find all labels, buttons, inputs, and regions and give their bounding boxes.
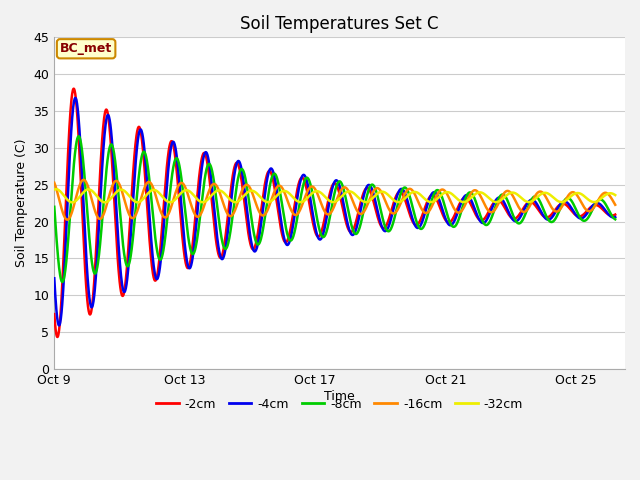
Legend: -2cm, -4cm, -8cm, -16cm, -32cm: -2cm, -4cm, -8cm, -16cm, -32cm bbox=[151, 393, 528, 416]
Title: Soil Temperatures Set C: Soil Temperatures Set C bbox=[241, 15, 439, 33]
-4cm bbox=[67, 147, 74, 153]
Line: -16cm: -16cm bbox=[54, 180, 615, 220]
-2cm bbox=[67, 113, 74, 119]
-16cm bbox=[353, 206, 360, 212]
-32cm bbox=[488, 198, 496, 204]
-8cm bbox=[353, 231, 360, 237]
-4cm bbox=[55, 323, 63, 328]
-4cm bbox=[353, 226, 360, 231]
-2cm bbox=[191, 215, 199, 220]
-8cm bbox=[488, 213, 496, 218]
-8cm bbox=[75, 133, 83, 139]
-8cm bbox=[143, 159, 151, 165]
-4cm bbox=[191, 232, 199, 238]
Y-axis label: Soil Temperature (C): Soil Temperature (C) bbox=[15, 139, 28, 267]
-32cm bbox=[143, 192, 151, 197]
-16cm bbox=[63, 217, 71, 223]
-8cm bbox=[191, 246, 199, 252]
-32cm bbox=[611, 192, 619, 198]
-2cm bbox=[54, 334, 61, 340]
X-axis label: Time: Time bbox=[324, 390, 355, 403]
-32cm bbox=[68, 200, 76, 205]
-16cm bbox=[191, 212, 199, 218]
-2cm bbox=[175, 200, 183, 206]
-32cm bbox=[175, 192, 183, 198]
-16cm bbox=[67, 214, 74, 220]
-32cm bbox=[52, 186, 60, 192]
-16cm bbox=[80, 177, 88, 183]
-4cm bbox=[143, 180, 151, 186]
Text: BC_met: BC_met bbox=[60, 42, 112, 55]
-2cm bbox=[611, 212, 619, 217]
-4cm bbox=[51, 276, 58, 281]
-16cm bbox=[611, 202, 619, 208]
-4cm bbox=[72, 95, 79, 101]
-8cm bbox=[58, 279, 66, 285]
-4cm bbox=[611, 214, 619, 220]
-16cm bbox=[175, 181, 183, 187]
-8cm bbox=[67, 211, 74, 216]
-8cm bbox=[611, 216, 619, 222]
-8cm bbox=[51, 204, 58, 210]
-16cm bbox=[51, 180, 58, 186]
Line: -4cm: -4cm bbox=[54, 98, 615, 325]
-2cm bbox=[143, 203, 151, 209]
Line: -2cm: -2cm bbox=[54, 89, 615, 337]
-4cm bbox=[488, 204, 496, 210]
-2cm bbox=[353, 218, 360, 224]
-16cm bbox=[143, 180, 151, 186]
-2cm bbox=[70, 86, 77, 92]
-4cm bbox=[175, 181, 183, 187]
-32cm bbox=[51, 187, 58, 192]
-32cm bbox=[67, 199, 74, 204]
-8cm bbox=[175, 163, 183, 169]
-16cm bbox=[488, 209, 496, 215]
-32cm bbox=[353, 192, 360, 198]
-32cm bbox=[191, 194, 199, 200]
Line: -32cm: -32cm bbox=[54, 189, 615, 203]
-2cm bbox=[488, 202, 496, 207]
-2cm bbox=[51, 311, 58, 317]
Line: -8cm: -8cm bbox=[54, 136, 615, 282]
